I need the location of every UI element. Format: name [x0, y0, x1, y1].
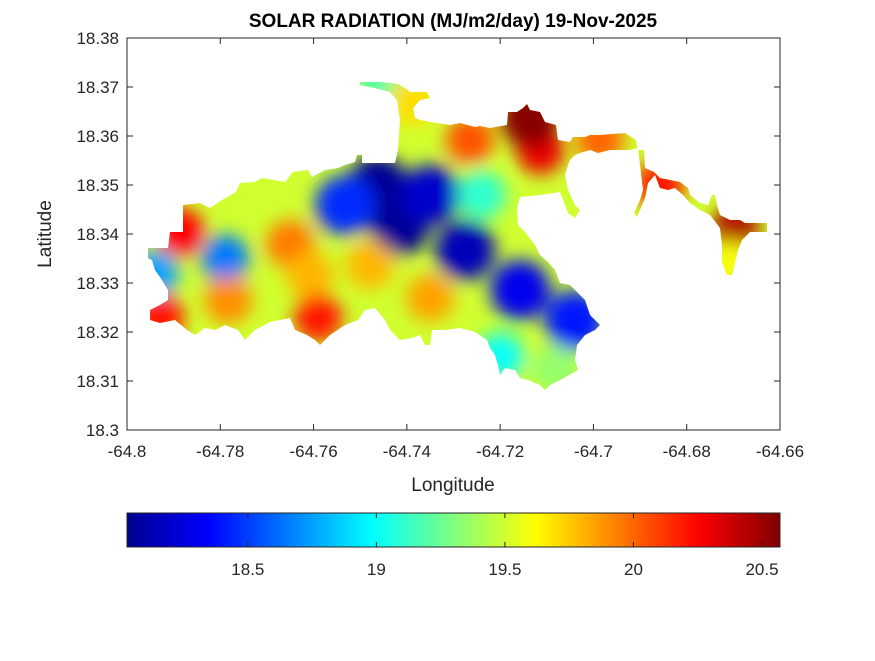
x-tick-label: -64.78: [196, 442, 244, 461]
colorbar-tick-label: 18.5: [231, 560, 264, 579]
field-point: [200, 234, 249, 283]
y-tick-label: 18.32: [76, 323, 119, 342]
y-tick-label: 18.3: [86, 421, 119, 440]
y-tick-label: 18.31: [76, 372, 119, 391]
colorbar-tick-label: 20: [624, 560, 643, 579]
colorbar-tick-label: 19.5: [488, 560, 521, 579]
y-axis-label: Latitude: [35, 200, 56, 268]
colorbar-tick-label: 20.5: [745, 560, 778, 579]
x-axis-label: Longitude: [411, 475, 494, 496]
field-point: [435, 220, 496, 281]
field-point: [457, 170, 506, 219]
y-tick-label: 18.37: [76, 78, 119, 97]
field-point: [285, 251, 334, 300]
y-tick-label: 18.38: [76, 29, 119, 48]
y-tick-label: 18.33: [76, 274, 119, 293]
x-tick-label: -64.76: [289, 442, 337, 461]
chart-title: SOLAR RADIATION (MJ/m2/day) 19-Nov-2025: [249, 11, 658, 32]
field-point: [314, 175, 375, 236]
field-point: [490, 259, 551, 320]
field-point: [406, 273, 455, 322]
x-tick-label: -64.68: [663, 442, 711, 461]
x-tick-label: -64.8: [108, 442, 147, 461]
field-point: [346, 240, 395, 289]
y-tick-label: 18.36: [76, 127, 119, 146]
colorbar: [126, 512, 781, 548]
y-tick-label: 18.34: [76, 225, 119, 244]
x-tick-label: -64.74: [383, 442, 431, 461]
x-tick-label: -64.72: [476, 442, 524, 461]
field-point: [445, 115, 494, 164]
colorbar-tick-label: 19: [367, 560, 386, 579]
x-tick-label: -64.66: [756, 442, 804, 461]
y-tick-label: 18.35: [76, 176, 119, 195]
field-point: [204, 276, 253, 325]
axes-box: [126, 37, 781, 431]
x-tick-label: -64.7: [574, 442, 613, 461]
field-point: [294, 293, 343, 342]
field-point: [400, 164, 461, 225]
